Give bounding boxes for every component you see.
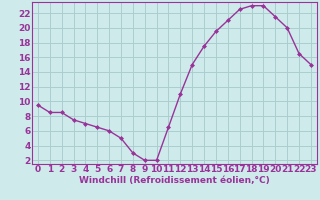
X-axis label: Windchill (Refroidissement éolien,°C): Windchill (Refroidissement éolien,°C) <box>79 176 270 185</box>
